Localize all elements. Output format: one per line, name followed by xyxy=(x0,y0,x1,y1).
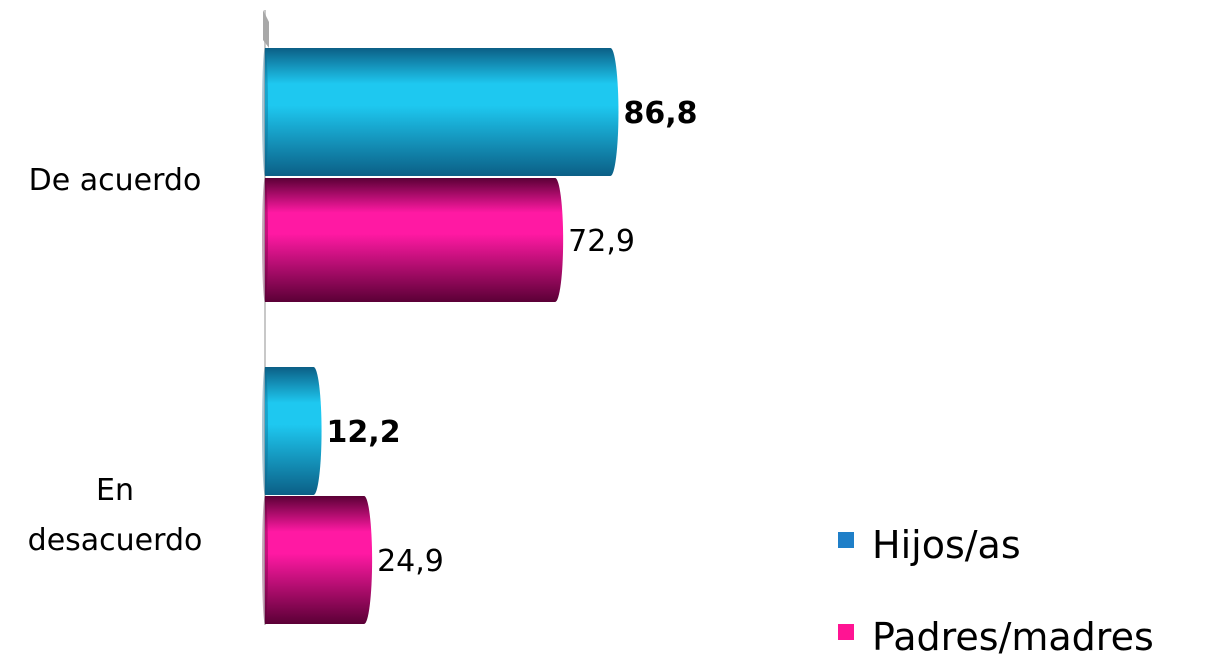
data-label: 24,9 xyxy=(377,544,444,579)
bar-start xyxy=(262,367,268,495)
bar-hijos-de-acuerdo xyxy=(262,48,619,176)
bar-body xyxy=(265,367,314,495)
category-label: De acuerdo xyxy=(29,163,202,198)
legend-item: Padres/madres xyxy=(838,615,1154,659)
legend-label: Hijos/as xyxy=(872,523,1021,567)
bar-cap xyxy=(356,496,373,624)
axis-wall-edge xyxy=(263,10,269,48)
category-label: desacuerdo xyxy=(28,523,203,558)
bar-body xyxy=(265,48,611,176)
legend: Hijos/as Padres/madres xyxy=(838,523,1154,659)
bar-body xyxy=(265,178,556,302)
bar-hijos-en-desacuerdo xyxy=(262,367,322,495)
data-label: 86,8 xyxy=(623,96,697,131)
bar-padres-en-desacuerdo xyxy=(262,496,373,624)
data-label: 12,2 xyxy=(327,415,401,450)
legend-swatch xyxy=(838,624,854,640)
bars-layer xyxy=(262,48,619,624)
bar-padres-de-acuerdo xyxy=(262,178,564,302)
legend-label: Padres/madres xyxy=(872,615,1154,659)
bar-start xyxy=(262,496,268,624)
bar-start xyxy=(262,48,268,176)
bar-cap xyxy=(602,48,619,176)
legend-swatch xyxy=(838,532,854,548)
bar-body xyxy=(265,496,365,624)
data-label: 72,9 xyxy=(568,224,635,259)
labels-layer: 86,8 72,9 De acuerdo 12,2 24,9 En desacuerdo xyxy=(28,96,698,579)
bar-cap xyxy=(305,367,322,495)
legend-item: Hijos/as xyxy=(838,523,1021,567)
category-label: En xyxy=(96,473,134,508)
bar-cap xyxy=(547,178,564,302)
bar-start xyxy=(262,178,268,302)
